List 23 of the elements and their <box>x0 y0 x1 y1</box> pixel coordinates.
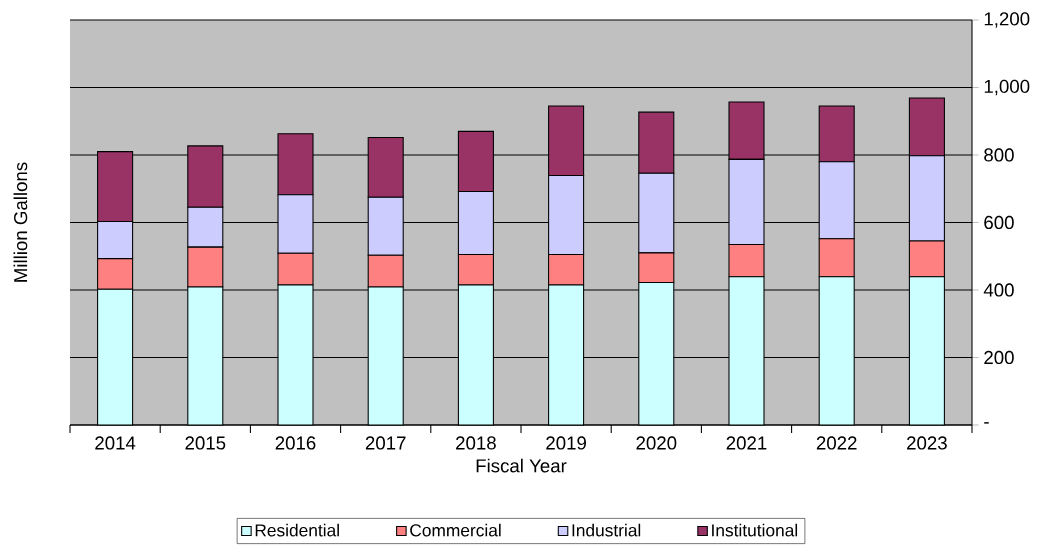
y-tick-label: 400 <box>983 283 1014 297</box>
x-axis-title: Fiscal Year <box>476 458 567 473</box>
y-tick-label: 1,200 <box>984 12 1030 28</box>
x-tick-label: 2016 <box>275 436 316 450</box>
x-tick-label: 2021 <box>726 436 767 450</box>
legend-label: Commercial <box>410 523 501 537</box>
x-tick-label: 2017 <box>365 436 406 450</box>
y-tick-label: 800 <box>984 148 1014 162</box>
y-axis-title: Million Gallons <box>13 162 28 282</box>
x-tick-label: 2022 <box>816 436 857 450</box>
x-tick-label: 2020 <box>636 436 677 450</box>
y-tick-label: 1,000 <box>984 79 1030 96</box>
legend-label: Industrial <box>572 523 641 537</box>
y-tick-label: 200 <box>984 350 1014 365</box>
x-tick-label: 2015 <box>185 436 226 450</box>
x-tick-label: 2023 <box>907 436 947 450</box>
x-tick-label: 2019 <box>546 436 586 450</box>
x-tick-label: 2018 <box>456 436 496 450</box>
legend-label: Residential <box>255 523 339 537</box>
x-tick-label: 2014 <box>95 436 136 450</box>
legend-label: Institutional <box>712 523 798 537</box>
y-tick-label: - <box>984 422 989 424</box>
y-tick-label: 600 <box>984 215 1014 230</box>
